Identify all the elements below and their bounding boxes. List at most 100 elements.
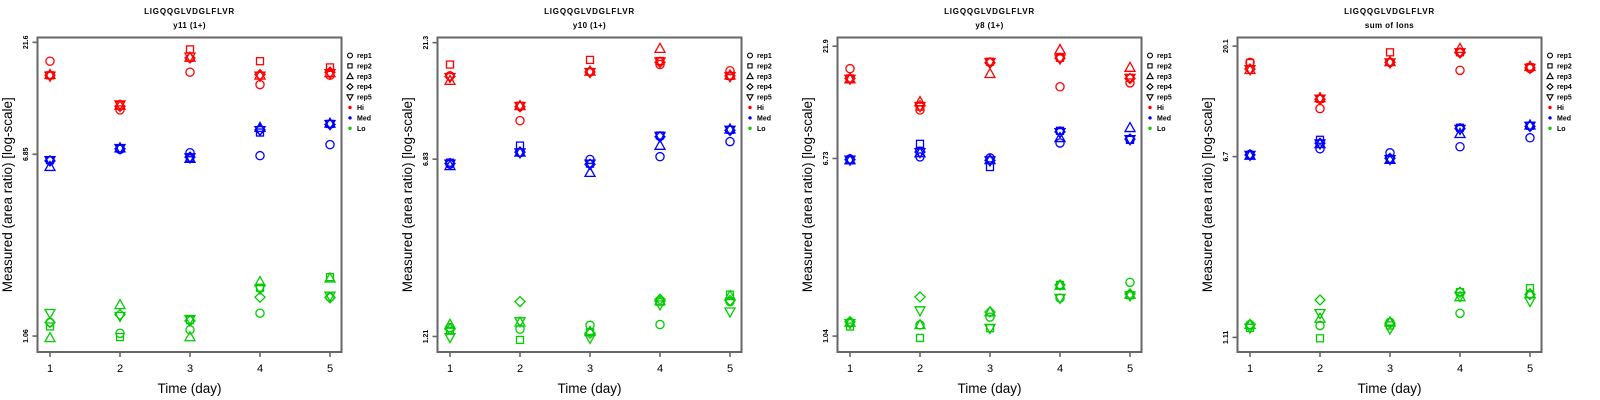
y-tick-label: 20.1 bbox=[1223, 39, 1230, 53]
y-tick-label: 6.7 bbox=[1223, 152, 1230, 162]
data-point bbox=[1123, 73, 1137, 85]
chart-title: LIGQQGLVDGLFLVR bbox=[144, 7, 235, 16]
y-axis-label: Measured (area ratio) [log-scale] bbox=[0, 97, 15, 292]
legend-label: rep3 bbox=[357, 74, 372, 81]
circle-legend-icon bbox=[1146, 52, 1154, 59]
data-point bbox=[1125, 277, 1135, 288]
data-point bbox=[323, 271, 337, 283]
data-point bbox=[1523, 63, 1537, 75]
data-point bbox=[1383, 55, 1397, 67]
circle-legend-icon bbox=[346, 52, 354, 59]
data-point bbox=[43, 308, 57, 320]
legend-label: Med bbox=[1557, 115, 1571, 122]
data-point bbox=[113, 100, 127, 112]
data-point bbox=[1244, 318, 1256, 331]
data-point bbox=[583, 166, 597, 178]
plot-frame bbox=[836, 36, 1143, 353]
data-point bbox=[1313, 311, 1327, 323]
data-point bbox=[1454, 286, 1466, 299]
data-point bbox=[443, 159, 457, 171]
data-point bbox=[583, 64, 597, 76]
data-point bbox=[1453, 127, 1467, 139]
level-dot-icon bbox=[1548, 116, 1552, 120]
y-tick-label: 21.9 bbox=[823, 39, 830, 53]
x-axis-label: Time (day) bbox=[1357, 381, 1421, 396]
data-point bbox=[653, 131, 667, 143]
data-point bbox=[443, 317, 457, 329]
legend-label: Lo bbox=[357, 126, 366, 133]
data-point bbox=[653, 42, 667, 53]
data-point bbox=[514, 295, 526, 308]
legend-label: rep4 bbox=[357, 84, 372, 91]
data-point bbox=[185, 67, 195, 77]
data-point bbox=[113, 311, 127, 323]
data-point bbox=[253, 284, 267, 296]
data-point bbox=[654, 293, 666, 306]
level-dot-icon bbox=[348, 126, 352, 130]
data-point bbox=[183, 330, 197, 342]
data-point bbox=[1315, 103, 1325, 114]
data-point bbox=[1523, 296, 1537, 308]
chart-title: LIGQQGLVDGLFLVR bbox=[1344, 7, 1435, 16]
plot-frame bbox=[436, 36, 743, 353]
data-point bbox=[43, 156, 57, 167]
data-point bbox=[113, 298, 127, 310]
chart-subtitle: y8 (1+) bbox=[975, 21, 1003, 30]
data-point bbox=[323, 291, 337, 303]
data-point bbox=[723, 289, 737, 301]
x-tick-label: 2 bbox=[117, 363, 123, 375]
data-point bbox=[1054, 279, 1066, 291]
legend-label: Lo bbox=[1557, 126, 1566, 133]
data-point bbox=[1053, 54, 1067, 66]
triangle-down-legend-icon bbox=[1146, 94, 1154, 102]
level-dot-icon bbox=[748, 105, 752, 110]
chart-panel-y11: LIGQQGLVDGLFLVR y11 (1+) 21.6 6.85 1.06 1 2 3 4 5… bbox=[0, 0, 400, 400]
level-dot-icon bbox=[1148, 126, 1152, 130]
y-tick-label: 6.83 bbox=[423, 152, 430, 166]
legend-label: Med bbox=[357, 115, 371, 122]
chart-panel-sum-ions: LIGQQGLVDGLFLVR sum of Ions 20.1 6.7 1.11 1 2 3… bbox=[1200, 0, 1600, 400]
legend-label: rep5 bbox=[1557, 95, 1572, 102]
legend-label: Hi bbox=[1157, 105, 1164, 112]
data-point bbox=[324, 66, 336, 79]
triangle-up-legend-icon bbox=[346, 72, 354, 80]
data-point bbox=[115, 105, 125, 115]
data-point bbox=[515, 335, 525, 345]
data-point bbox=[1453, 48, 1467, 60]
data-point bbox=[1315, 144, 1325, 154]
legend-label: rep3 bbox=[1557, 74, 1572, 81]
data-point bbox=[655, 319, 665, 330]
triangle-down-legend-icon bbox=[346, 94, 354, 102]
data-point bbox=[43, 331, 57, 343]
chart-subtitle: y11 (1+) bbox=[173, 21, 206, 30]
legend-label: Hi bbox=[1557, 105, 1564, 112]
diamond-legend-icon bbox=[746, 82, 754, 91]
data-point bbox=[983, 305, 997, 317]
data-point bbox=[983, 153, 997, 165]
data-point bbox=[723, 307, 737, 319]
data-point bbox=[1245, 58, 1255, 68]
data-point bbox=[655, 151, 665, 162]
data-point bbox=[985, 312, 995, 322]
data-point bbox=[183, 314, 197, 326]
data-point bbox=[1123, 291, 1137, 303]
data-point bbox=[984, 306, 996, 318]
chart-title: LIGQQGLVDGLFLVR bbox=[544, 7, 635, 16]
x-tick-label: 2 bbox=[1317, 363, 1323, 375]
triangle-up-legend-icon bbox=[1146, 72, 1154, 80]
data-point bbox=[115, 332, 125, 342]
data-point bbox=[913, 318, 927, 330]
legend-label: rep5 bbox=[1157, 95, 1172, 102]
legend-label: rep2 bbox=[1557, 63, 1572, 70]
data-point bbox=[1313, 308, 1327, 320]
diamond-legend-icon bbox=[1146, 82, 1154, 91]
data-point bbox=[914, 291, 926, 303]
data-point bbox=[45, 56, 55, 66]
x-tick-label: 1 bbox=[447, 363, 453, 375]
data-point bbox=[323, 69, 337, 81]
x-tick-label: 4 bbox=[1057, 363, 1063, 375]
circle-legend-icon bbox=[746, 52, 754, 59]
x-tick-label: 2 bbox=[917, 363, 923, 375]
data-point bbox=[1053, 43, 1067, 55]
legend-label: rep2 bbox=[757, 63, 772, 70]
